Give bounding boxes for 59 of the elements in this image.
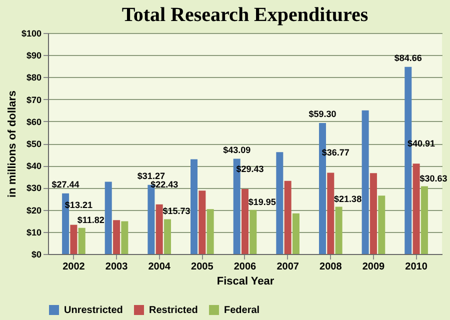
bar bbox=[327, 172, 334, 254]
data-label: $19.95 bbox=[248, 196, 276, 207]
bar bbox=[70, 224, 78, 254]
bar bbox=[335, 206, 342, 254]
bar bbox=[292, 213, 300, 254]
y-tick-label: $30 bbox=[26, 183, 42, 194]
y-tick-label: $100 bbox=[21, 28, 42, 38]
y-tick-label: $60 bbox=[26, 116, 42, 127]
bar bbox=[113, 220, 120, 254]
data-label: $15.73 bbox=[162, 206, 190, 216]
bar bbox=[412, 164, 420, 254]
x-tick-label: 2007 bbox=[276, 262, 300, 272]
y-tick-label: $70 bbox=[26, 94, 42, 105]
y-tick-label: $10 bbox=[26, 227, 42, 238]
bar bbox=[362, 110, 369, 254]
x-tick-label: 2009 bbox=[362, 262, 386, 272]
data-label: $22.43 bbox=[150, 179, 178, 190]
y-tick-label: $50 bbox=[26, 139, 42, 149]
bar bbox=[284, 180, 292, 254]
legend-label: Federal bbox=[224, 305, 260, 316]
y-tick-label: $40 bbox=[26, 161, 42, 172]
y-tick-label: $0 bbox=[31, 250, 42, 260]
x-axis-title: Fiscal Year bbox=[216, 276, 275, 288]
bar bbox=[78, 228, 86, 254]
data-label: $84.66 bbox=[394, 52, 422, 63]
data-label: $21.38 bbox=[334, 194, 362, 204]
data-label: $11.82 bbox=[77, 214, 104, 225]
y-tick-label: $90 bbox=[26, 50, 42, 61]
y-axis-title: in millions of dollars bbox=[6, 90, 18, 198]
data-label: $43.09 bbox=[223, 144, 251, 155]
legend-label: Unrestricted bbox=[64, 305, 123, 316]
bar bbox=[121, 221, 128, 254]
bar bbox=[420, 186, 428, 254]
bar bbox=[198, 190, 206, 254]
y-tick-label: $80 bbox=[26, 72, 42, 83]
x-tick-label: 2006 bbox=[234, 262, 257, 272]
data-label: $30.63 bbox=[420, 173, 448, 184]
bar bbox=[242, 188, 248, 254]
x-tick-label: 2004 bbox=[148, 262, 171, 272]
y-tick-label: $20 bbox=[26, 205, 42, 216]
data-label: $59.30 bbox=[308, 108, 336, 119]
bar bbox=[378, 196, 386, 254]
data-label: $27.44 bbox=[52, 179, 80, 190]
x-tick-label: 2002 bbox=[62, 262, 86, 272]
bar bbox=[104, 182, 112, 254]
bar bbox=[206, 209, 214, 254]
x-tick-label: 2003 bbox=[105, 262, 128, 272]
bar bbox=[156, 204, 163, 254]
bar bbox=[190, 159, 198, 254]
x-tick-label: 2005 bbox=[191, 262, 214, 272]
bar bbox=[250, 210, 257, 254]
data-label: $31.27 bbox=[137, 170, 165, 181]
bar bbox=[164, 219, 172, 254]
legend-label: Restricted bbox=[149, 305, 198, 316]
x-tick-label: 2010 bbox=[405, 262, 428, 272]
bar bbox=[276, 152, 284, 254]
bar bbox=[370, 173, 377, 254]
chart-title: Total Research Expenditures bbox=[122, 4, 368, 26]
x-tick-label: 2008 bbox=[320, 262, 342, 272]
